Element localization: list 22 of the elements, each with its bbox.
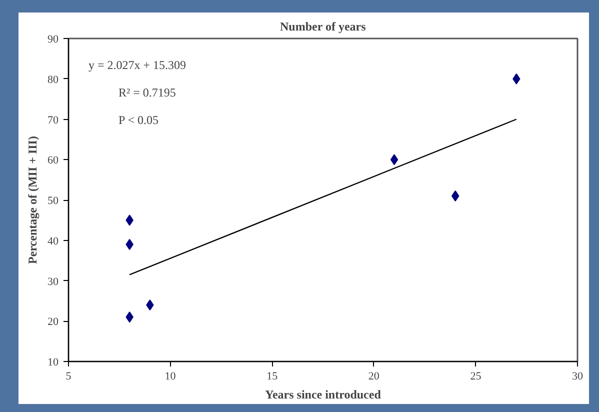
y-tick-label: 10 <box>48 356 59 368</box>
x-tick-label: 20 <box>368 370 380 382</box>
y-tick-label: 90 <box>48 34 59 46</box>
annotation: P < 0.05 <box>118 112 158 127</box>
x-tick-label: 5 <box>66 370 72 382</box>
x-tick-label: 25 <box>470 370 482 382</box>
point <box>390 154 398 166</box>
x-tick-label: 30 <box>572 370 584 382</box>
x-axis-title: Years since introduced <box>265 388 382 402</box>
y-tick-label: 20 <box>48 316 59 328</box>
annotation: R² = 0.7195 <box>118 85 176 100</box>
y-tick-label: 50 <box>48 195 59 207</box>
x-tick-label: 15 <box>266 370 278 382</box>
x-tick-label: 10 <box>164 370 176 382</box>
y-tick-label: 80 <box>48 74 59 86</box>
chart-title: Number of years <box>280 20 366 34</box>
y-tick-label: 40 <box>48 235 59 248</box>
y-tick-label: 30 <box>48 276 59 288</box>
y-axis-title: Percentage of (MII + III) <box>26 136 40 264</box>
annotation: y = 2.027x + 15.309 <box>88 58 186 72</box>
y-tick-label: 70 <box>48 114 59 126</box>
y-tick-label: 60 <box>48 154 59 167</box>
